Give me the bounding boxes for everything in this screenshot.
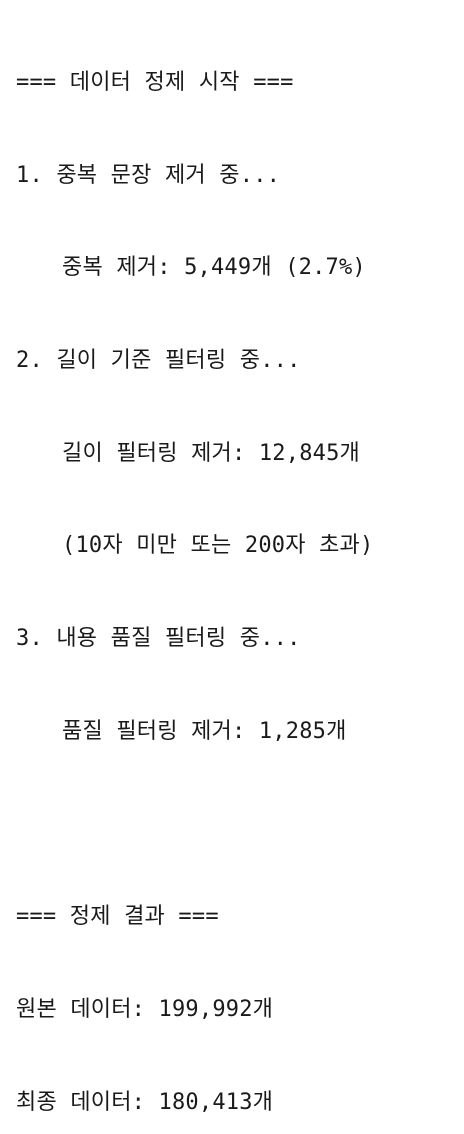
console-output: === 데이터 정제 시작 === 1. 중복 문장 제거 중... 중복 제거…: [16, 69, 374, 1115]
step-1-label: 1. 중복 문장 제거 중...: [16, 162, 281, 188]
blank-line: [16, 809, 454, 840]
step-2-criteria: (10자 미만 또는 200자 초과): [62, 533, 374, 559]
step-3-result: 품질 필터링 제거: 1,285개: [62, 718, 347, 744]
original-data-count: 원본 데이터: 199,992개: [16, 996, 274, 1022]
step-1-result: 중복 제거: 5,449개 (2.7%): [62, 255, 366, 281]
section-header-result: === 정제 결과 ===: [16, 904, 219, 930]
step-2-result: 길이 필터링 제거: 12,845개: [62, 440, 360, 466]
step-3-label: 3. 내용 품질 필터링 중...: [16, 626, 301, 652]
final-data-count: 최종 데이터: 180,413개: [16, 1089, 274, 1115]
section-header-start: === 데이터 정제 시작 ===: [16, 69, 294, 95]
step-2-label: 2. 길이 기준 필터링 중...: [16, 347, 301, 373]
